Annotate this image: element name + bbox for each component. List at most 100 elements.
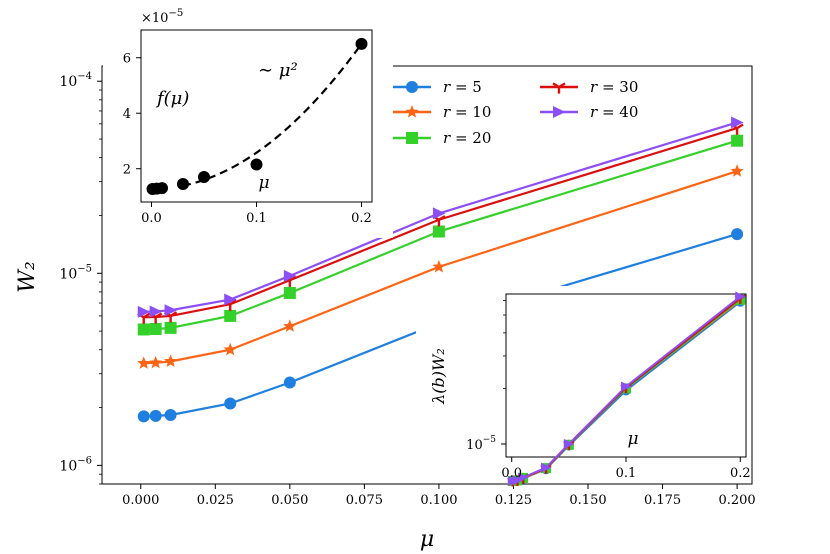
legend-label: r = 20	[443, 129, 491, 147]
data-point	[731, 116, 744, 129]
legend-entry: r = 5	[393, 78, 482, 96]
data-point	[283, 319, 297, 332]
main-x-tick-label: 0.000	[122, 493, 159, 508]
inset-data-point	[563, 438, 575, 449]
data-point	[731, 134, 744, 147]
main-x-tick-label: 0.175	[644, 493, 681, 508]
inset-collapse-y-label: λ(b)W₂	[429, 348, 448, 405]
data-point	[283, 269, 297, 282]
data-point	[137, 410, 150, 423]
inset-collapse-x-ticks: 0.0 0.1 0.2	[501, 457, 751, 481]
inset-f-y-ticks: 2 4 6	[123, 52, 141, 178]
data-point	[149, 322, 162, 335]
legend-label: r = 10	[443, 103, 491, 121]
data-point	[224, 309, 237, 322]
data-point	[730, 164, 744, 177]
series-r10	[137, 164, 744, 369]
inset-collapse-x-tick-label: 0.1	[616, 466, 637, 481]
inset-collapse-x-tick-label: 0.2	[730, 466, 751, 481]
data-point	[164, 321, 177, 334]
inset-f-y-tick-label: 4	[123, 107, 131, 122]
inset-f-x-tick-label: 0.1	[246, 211, 267, 226]
data-point	[432, 207, 446, 220]
data-point	[283, 376, 296, 389]
data-point	[283, 286, 296, 299]
main-x-tick-label: 0.200	[718, 493, 755, 508]
legend-entry: r = 10	[393, 103, 491, 121]
inset-f-y-label: f(μ)	[155, 88, 189, 109]
data-point	[137, 305, 151, 318]
legend-entry: r = 40	[540, 103, 638, 121]
main-x-tick-label: 0.025	[197, 493, 234, 508]
inset-collapse-chart: 0.0 0.1 0.2 10−5 λ(b)W₂ μ	[416, 286, 751, 487]
data-point	[164, 304, 178, 317]
inset-collapse-series	[507, 291, 746, 487]
legend-marker	[552, 82, 566, 94]
data-point	[149, 305, 163, 318]
main-x-tick-label: 0.150	[569, 493, 606, 508]
main-x-tick-label: 0.100	[420, 493, 457, 508]
legend: r = 5 r = 10 r = 20 r = 30 r = 40	[393, 78, 638, 147]
legend-entry: r = 30	[540, 78, 638, 96]
legend-label: r = 5	[443, 78, 482, 96]
inset-collapse-frame	[505, 293, 747, 458]
data-point	[149, 355, 163, 369]
inset-f-annotation: ∼ μ²	[258, 60, 298, 81]
legend-marker	[553, 106, 566, 118]
data-point	[137, 356, 151, 369]
inset-data-point	[518, 472, 529, 483]
inset-data-point	[735, 291, 746, 302]
main-y-tick-label: 10−4	[59, 71, 92, 90]
data-point	[432, 225, 445, 238]
legend-marker	[405, 105, 419, 118]
inset-f-point	[177, 177, 189, 190]
data-point	[224, 293, 237, 306]
main-y-tick-label: 10−6	[59, 455, 92, 474]
inset-f-y-tick-label: 2	[123, 163, 131, 178]
inset-collapse-y-ticks: 10−5	[466, 300, 506, 453]
main-x-axis-label: μ	[420, 527, 434, 552]
inset-f-x-label: μ	[258, 173, 269, 193]
legend-marker	[406, 132, 418, 144]
inset-collapse-x-label: μ	[627, 429, 638, 449]
main-y-axis-label: W₂	[15, 261, 40, 292]
inset-f-fit-curve	[182, 43, 363, 187]
series-r30	[137, 123, 744, 324]
data-point	[224, 397, 237, 410]
data-point	[149, 409, 162, 422]
inset-f-point	[156, 182, 168, 195]
data-point	[223, 342, 237, 356]
inset-collapse-x-tick-label: 0.0	[501, 466, 522, 481]
data-point	[137, 323, 150, 336]
data-point	[164, 354, 178, 367]
legend-label: r = 30	[590, 78, 638, 96]
data-point	[432, 259, 446, 273]
series-r20	[137, 134, 744, 336]
inset-f-x-ticks: 0.0 0.1 0.2	[141, 202, 372, 226]
inset-series-r40	[507, 291, 746, 486]
main-plot-frame	[101, 65, 753, 485]
inset-f-scale-label: ×10−5	[141, 8, 183, 26]
inset-f-point	[250, 158, 263, 171]
main-x-tick-label: 0.050	[271, 493, 308, 508]
main-y-tick-label: 10−5	[59, 263, 92, 282]
main-x-tick-label: 0.125	[495, 493, 532, 508]
inset-data-point	[541, 462, 552, 473]
inset-f-x-tick-label: 0.2	[351, 211, 372, 226]
inset-collapse-y-tick-label: 10−5	[466, 435, 496, 453]
inset-f-point	[198, 171, 210, 184]
inset-data-point	[621, 381, 632, 392]
inset-f-frame	[140, 29, 373, 203]
legend-label: r = 40	[590, 103, 638, 121]
inset-f-points	[146, 37, 368, 195]
data-point	[164, 408, 177, 421]
inset-f-chart: 0.0 0.1 0.2 2 4 6 ×10−5 f(μ) ∼ μ² μ	[103, 0, 393, 238]
inset-f-point	[355, 37, 368, 50]
legend-marker	[406, 81, 418, 93]
series-r40	[137, 116, 744, 318]
main-x-ticks: 0.000 0.025 0.050 0.075 0.100 0.125 0.150 0.175…	[122, 484, 756, 508]
data-point	[731, 228, 744, 241]
inset-f-y-tick-label: 6	[123, 52, 131, 67]
main-y-ticks: 10−6 10−5 10−4	[59, 71, 102, 485]
